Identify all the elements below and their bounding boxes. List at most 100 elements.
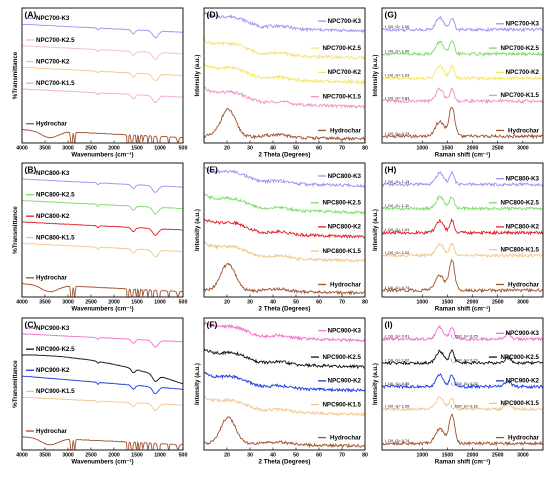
x-tick-label: 1500 — [442, 300, 454, 306]
series-label-hydrochar: Hydrochar — [36, 275, 68, 282]
series-label-npc900-k2: NPC900-K2 — [506, 378, 540, 385]
series-line-npc700-k2-5 — [204, 37, 365, 60]
series-label-hydrochar: Hydrochar — [36, 121, 68, 128]
series-line-npc800-k1-5 — [382, 242, 543, 259]
series-label-npc800-k1-5: NPC800-K1.5 — [36, 234, 75, 241]
series-label-npc900-k3: NPC900-K3 — [506, 330, 540, 337]
series-label-npc800-k1-5: NPC800-K1.5 — [500, 246, 539, 253]
x-axis-title: 2 Theta (Degrees) — [259, 306, 311, 313]
series-layer — [204, 166, 365, 296]
y-axis-title: %Transmittance — [12, 51, 19, 99]
series-label-npc900-k3: NPC900-K3 — [36, 325, 70, 332]
panel-label: (G) — [385, 10, 397, 20]
series-label-npc900-k2-5: NPC900-K2.5 — [36, 346, 75, 353]
y-axis-title: %Transmittance — [12, 360, 19, 408]
x-tick-label: 80 — [362, 146, 368, 152]
x-tick-label: 1500 — [131, 453, 143, 459]
panel-c: 4000 3500 3000 2500 2000 1500 1000 500 Wavenumbe… — [12, 317, 187, 466]
x-tick-label: 30 — [247, 300, 253, 306]
series-label-npc700-k3: NPC700-K3 — [506, 21, 540, 28]
series-label-npc800-k2-5: NPC800-K2.5 — [500, 200, 539, 207]
y-axis-title: %Transmittance — [12, 206, 19, 254]
x-tick-label: 2500 — [492, 146, 504, 152]
series-label-hydrochar: Hydrochar — [330, 281, 362, 288]
series-label-npc900-k1-5: NPC900-K1.5 — [322, 401, 361, 408]
series-line-npc800-k3 — [382, 171, 543, 187]
panel-g: 1000 1500 2000 2500 3000 Raman shift (cm⁻¹) In… — [372, 7, 544, 159]
series-label-hydrochar: Hydrochar — [508, 434, 540, 441]
panel-h: 1000 1500 2000 2500 3000 Raman shift (cm⁻¹) In… — [372, 162, 544, 313]
series-label-hydrochar: Hydrochar — [508, 127, 540, 134]
series-line-npc900-k2-5 — [22, 354, 183, 385]
series-label-npc800-k2-5: NPC800-K2.5 — [322, 200, 361, 207]
x-tick-label: 2000 — [108, 453, 120, 459]
plot-frame — [21, 317, 184, 451]
series-line-npc800-k2-5 — [204, 193, 365, 215]
x-tick-label: 70 — [339, 300, 345, 306]
series-label-npc900-k1-5: NPC900-K1.5 — [36, 388, 75, 395]
series-line-npc800-k3 — [204, 166, 365, 189]
x-tick-label: 1500 — [131, 146, 143, 152]
x-tick-label: 70 — [339, 146, 345, 152]
x-tick-label: 2500 — [492, 300, 504, 306]
x-tick-label: 1000 — [416, 453, 428, 459]
ratio-annotation: I_D/I_G= 1.02 — [385, 250, 409, 255]
series-line-hydrochar — [22, 436, 183, 450]
ratio-annotation: I_2D/I_G= 0.32 — [451, 381, 478, 386]
series-line-npc800-k2 — [382, 217, 543, 236]
x-tick-label: 40 — [270, 300, 276, 306]
series-label-npc700-k2-5: NPC700-K2.5 — [500, 45, 539, 52]
series-line-npc700-k1-5 — [382, 87, 543, 105]
x-tick-label: 3500 — [39, 300, 51, 306]
series-line-npc800-k2 — [204, 218, 365, 239]
ratio-annotation: I_D/I_G= 0.74 — [385, 438, 410, 443]
ratio-annotation: I_D/I_G= 0.91 — [385, 334, 409, 339]
series-label-npc800-k3: NPC800-K3 — [328, 173, 362, 180]
series-line-npc700-k3 — [382, 15, 543, 33]
series-line-npc800-k2-5 — [22, 199, 183, 215]
series-line-hydrochar — [382, 413, 543, 447]
x-axis-title: Raman shift (cm⁻¹) — [435, 306, 491, 313]
ratio-annotation: I_D/I_G= 1.01 — [385, 227, 409, 232]
series-label-npc700-k2-5: NPC700-K2.5 — [36, 37, 75, 44]
x-tick-label: 3000 — [517, 453, 529, 459]
series-label-npc800-k3: NPC800-K3 — [36, 170, 70, 177]
x-tick-label: 1500 — [131, 300, 143, 306]
x-tick-label: 4000 — [16, 300, 28, 306]
series-label-npc800-k3: NPC800-K3 — [506, 175, 540, 182]
series-line-hydrochar — [22, 283, 183, 297]
series-label-npc900-k1-5: NPC900-K1.5 — [500, 400, 539, 407]
x-tick-label: 1000 — [154, 146, 166, 152]
series-label-npc900-k2: NPC900-K2 — [328, 378, 362, 385]
x-axis-title: 2 Theta (Degrees) — [259, 459, 311, 466]
x-tick-label: 20 — [224, 300, 230, 306]
series-line-hydrochar — [382, 106, 543, 140]
panel-label: (C) — [25, 320, 37, 330]
x-axis-title: Wavenumbers (cm⁻¹) — [71, 306, 133, 313]
panel-e: 20 30 40 50 60 70 80 2 Theta (Degrees) Intensity… — [194, 162, 368, 313]
x-tick-label: 80 — [362, 453, 368, 459]
series-label-npc900-k2-5: NPC900-K2.5 — [322, 354, 361, 361]
x-tick-label: 2000 — [108, 146, 120, 152]
series-label-npc800-k2-5: NPC800-K2.5 — [36, 192, 75, 199]
series-line-hydrochar — [382, 258, 543, 294]
x-tick-label: 4000 — [16, 453, 28, 459]
series-label-npc900-k2-5: NPC900-K2.5 — [500, 354, 539, 361]
x-tick-label: 3000 — [62, 146, 74, 152]
x-tick-label: 1500 — [442, 453, 454, 459]
x-tick-label: 40 — [270, 453, 276, 459]
x-tick-label: 2500 — [85, 300, 97, 306]
x-tick-label: 50 — [293, 146, 299, 152]
series-label-npc700-k2-5: NPC700-K2.5 — [322, 45, 361, 52]
series-line-npc800-k1-5 — [22, 242, 183, 258]
ratio-annotation: I_D/I_G= 1.00 — [385, 24, 410, 29]
x-tick-label: 3000 — [62, 453, 74, 459]
panel-label: (A) — [25, 10, 37, 20]
series-line-npc900-k1-5 — [22, 396, 183, 412]
x-tick-label: 60 — [316, 146, 322, 152]
series-line-hydrochar — [22, 128, 183, 143]
x-tick-label: 2500 — [492, 453, 504, 459]
series-line-npc700-k2 — [204, 62, 365, 86]
series-line-npc700-k2-5 — [382, 39, 543, 58]
